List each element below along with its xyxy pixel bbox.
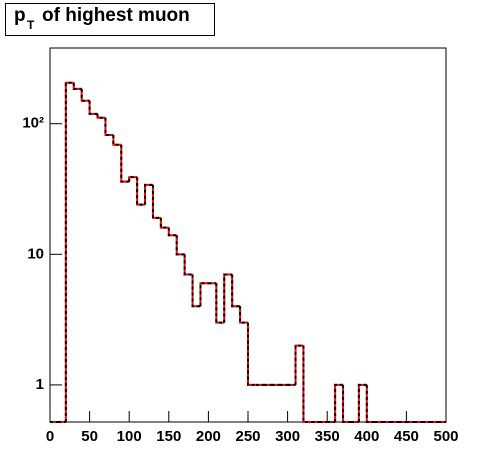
histogram-bin-dash: [88, 100, 98, 115]
x-tick-label: 500: [433, 428, 458, 445]
histogram-bin-dash: [365, 384, 375, 423]
histogram-bin: [104, 117, 114, 136]
histogram-bin-dash: [64, 81, 74, 422]
histogram-bin-dash: [223, 273, 233, 323]
x-tick-label: 250: [235, 428, 260, 445]
histogram-bin-dash: [151, 184, 161, 219]
histogram-bin-dash: [72, 82, 82, 90]
histogram-bin: [159, 217, 169, 229]
x-tick-label: 100: [117, 428, 142, 445]
histogram-bin-dash: [215, 283, 225, 324]
x-tick-label: 300: [275, 428, 300, 445]
histogram-bin-dash: [144, 183, 153, 205]
x-tick-label: 200: [196, 428, 221, 445]
chart-title-rest: of highest muon: [42, 5, 190, 26]
y-tick-label: 10²: [22, 115, 44, 132]
histogram-bin-dash: [199, 282, 209, 307]
histogram-bin-dash: [357, 383, 367, 422]
histogram-bin-dash: [120, 144, 130, 183]
chart-title: p: [14, 5, 26, 26]
histogram-bin-dash: [167, 227, 177, 237]
histogram-bin-dash: [183, 254, 193, 276]
histogram-bin-dash: [175, 235, 185, 256]
x-tick-label: 150: [156, 428, 181, 445]
x-tick-label: 50: [81, 428, 98, 445]
x-tick-label: 450: [394, 428, 419, 445]
chart-title-sub: T: [27, 18, 35, 32]
histogram-bin: [112, 134, 122, 146]
histogram-bin-dash: [231, 274, 241, 308]
x-tick-label: 350: [315, 428, 340, 445]
histogram-bin-dash: [342, 384, 351, 423]
title-box: [5, 3, 215, 36]
histogram-bin-dash: [302, 345, 312, 423]
x-tick-label: 400: [354, 428, 379, 445]
histogram-bin-dash: [128, 176, 138, 182]
histogram-bin-dash: [294, 344, 304, 385]
x-tick-label: 0: [46, 428, 54, 445]
histogram-bin-dash: [334, 383, 344, 422]
histogram-bin: [80, 88, 90, 102]
y-tick-label: 1: [36, 376, 44, 393]
histogram-bin: [239, 306, 248, 324]
histogram-bin-dash: [96, 113, 106, 119]
histogram-bin-dash: [247, 322, 256, 386]
histogram-bin-dash: [191, 274, 201, 308]
histogram-bin-dash: [136, 177, 146, 206]
y-tick-label: 10: [27, 245, 44, 262]
